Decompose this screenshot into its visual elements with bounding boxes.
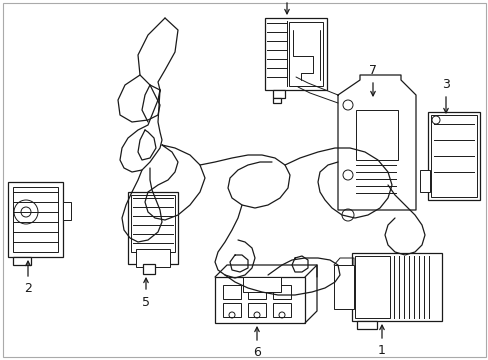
Bar (272, 90, 285, 98)
Bar (243, 277, 281, 292)
Bar (223, 303, 241, 317)
Bar (128, 192, 178, 264)
Bar (13, 187, 58, 252)
Bar (272, 285, 290, 299)
Bar (8, 182, 63, 257)
Bar (354, 256, 389, 318)
Bar (288, 22, 323, 86)
Text: 7: 7 (368, 63, 376, 77)
Bar (427, 112, 479, 200)
Bar (264, 18, 326, 90)
Bar (272, 98, 281, 103)
Bar (215, 277, 305, 323)
Bar (136, 249, 170, 267)
Text: 6: 6 (253, 346, 261, 360)
Bar (272, 303, 290, 317)
Bar (419, 170, 429, 192)
Text: 3: 3 (441, 77, 449, 90)
Text: 5: 5 (142, 296, 150, 309)
Bar (430, 115, 476, 197)
Bar (247, 303, 265, 317)
Bar (131, 195, 175, 252)
Bar (13, 257, 31, 265)
Bar (223, 285, 241, 299)
Bar (142, 264, 155, 274)
Bar (355, 110, 397, 160)
Bar (351, 253, 441, 321)
Text: 2: 2 (24, 283, 32, 296)
Bar (247, 285, 265, 299)
Bar (333, 265, 353, 309)
Text: 1: 1 (377, 345, 385, 357)
Bar (63, 202, 71, 220)
Bar (356, 321, 376, 329)
